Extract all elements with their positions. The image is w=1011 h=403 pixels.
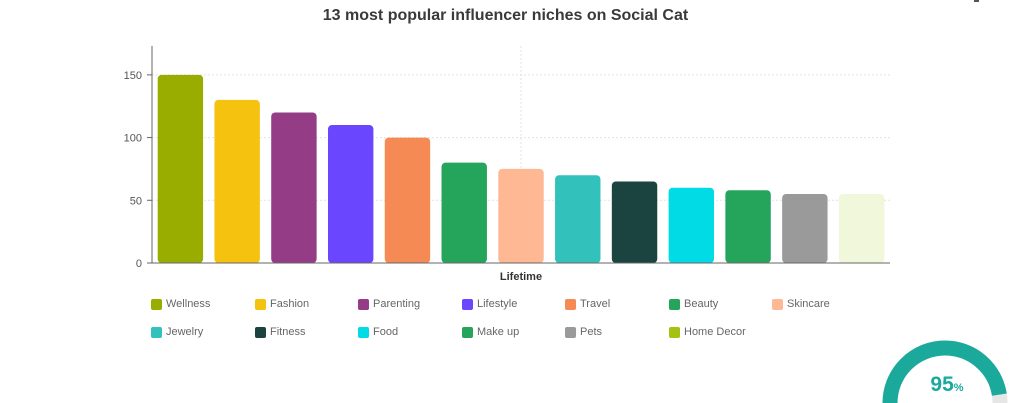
legend-item[interactable]: Lifestyle (462, 296, 517, 312)
gauge-number: 95 (930, 373, 954, 396)
legend-swatch (565, 298, 576, 310)
legend-label: Parenting (373, 298, 421, 310)
legend-item[interactable]: Travel (565, 296, 610, 312)
gauge-value: 95% (917, 373, 977, 397)
legend-swatch (772, 298, 783, 310)
bar-skincare (498, 168, 544, 263)
chart-title: 13 most popular influencer niches on Soc… (322, 7, 689, 24)
legend-swatch (565, 326, 576, 338)
bar-make-up (725, 190, 771, 263)
y-tick-label: 50 (130, 195, 142, 207)
legend-item[interactable]: Make up (462, 324, 519, 340)
legend-swatch (669, 326, 680, 338)
x-axis-label: Lifetime (500, 271, 542, 283)
legend-label: Beauty (684, 298, 719, 310)
legend-label: Skincare (787, 298, 830, 310)
legend-swatch (462, 298, 473, 310)
bar-fashion (214, 99, 260, 263)
legend-swatch (151, 298, 162, 310)
bar-fitness (611, 181, 658, 263)
legend-swatch (358, 298, 369, 310)
bar-travel (384, 137, 431, 263)
legend-swatch (255, 298, 266, 310)
corner-mark (974, 0, 979, 2)
legend-label: Home Decor (684, 326, 746, 338)
gauge-fill (882, 340, 1008, 403)
bar-parenting (271, 112, 317, 263)
legend-item[interactable]: Wellness (151, 296, 210, 312)
legend-label: Lifestyle (477, 298, 518, 310)
bar-chart: 0 50 100 150 Lifetime (124, 46, 890, 283)
legend-label: Food (373, 326, 399, 338)
legend-item[interactable]: Jewelry (151, 324, 203, 340)
legend-item[interactable]: Home Decor (669, 324, 746, 340)
legend-item[interactable]: Food (358, 324, 398, 340)
bar-pets (782, 194, 828, 263)
bar-wellness (157, 74, 204, 264)
y-tick-label: 100 (124, 133, 142, 145)
legend-item[interactable]: Skincare (772, 296, 830, 312)
legend-swatch (462, 326, 473, 338)
bar-food (668, 187, 715, 263)
bar-beauty (441, 162, 487, 263)
legend-swatch (358, 326, 369, 338)
bar-home-decor (838, 194, 885, 263)
legend-label: Pets (580, 326, 603, 338)
bar-jewelry (555, 175, 601, 263)
legend-label: Make up (477, 326, 520, 338)
y-tick-label: 150 (124, 70, 142, 82)
legend-item[interactable]: Pets (565, 324, 602, 340)
gauge-unit: % (953, 382, 964, 394)
y-tick-label: 0 (136, 258, 142, 270)
bar-lifestyle (327, 125, 374, 263)
legend-item[interactable]: Parenting (358, 296, 420, 312)
legend-swatch (151, 326, 162, 338)
legend-swatch (669, 298, 680, 310)
score-gauge (882, 340, 1008, 403)
legend-label: Jewelry (166, 326, 204, 338)
legend-item[interactable]: Beauty (669, 296, 718, 312)
legend-item[interactable]: Fashion (255, 296, 309, 312)
legend-item[interactable]: Fitness (255, 324, 305, 340)
legend-swatch (255, 326, 266, 338)
legend-label: Wellness (166, 298, 211, 310)
legend-label: Fitness (270, 326, 306, 338)
legend-label: Fashion (270, 298, 310, 310)
legend-label: Travel (580, 298, 611, 310)
